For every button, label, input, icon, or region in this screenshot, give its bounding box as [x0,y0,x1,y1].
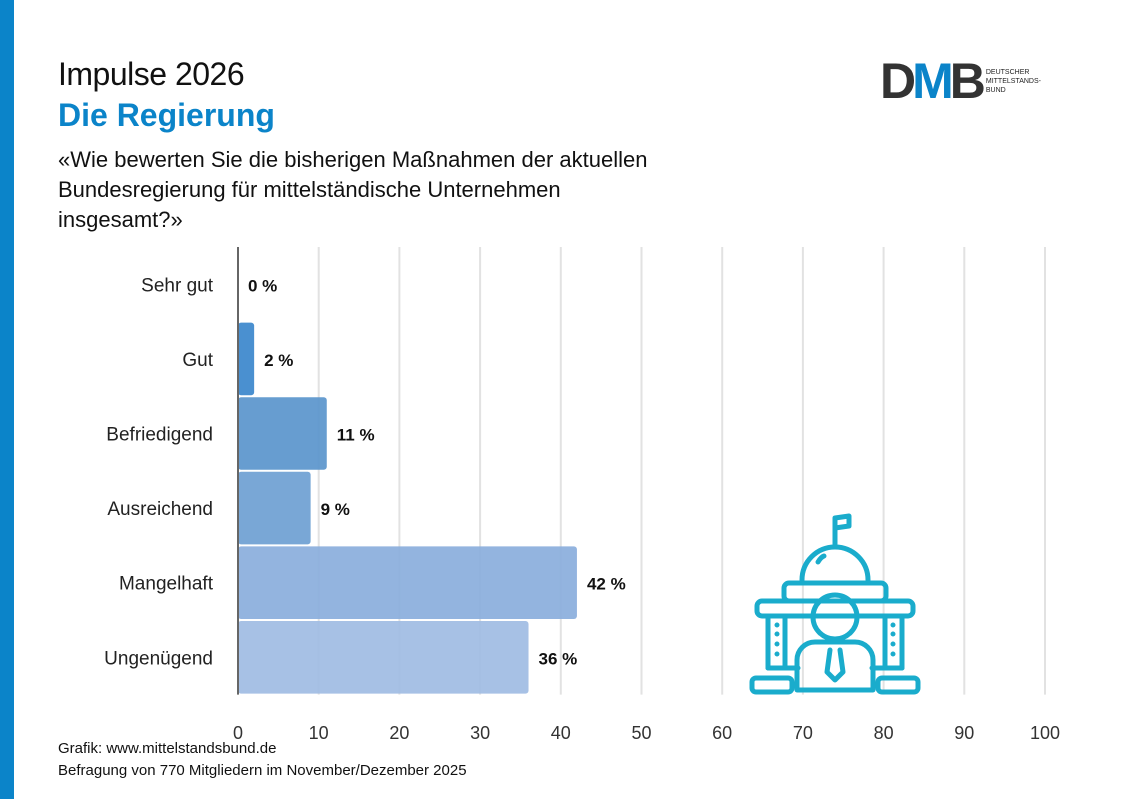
bar [238,471,311,545]
bar [238,397,327,470]
data-label: 42 % [587,575,626,594]
page-title: Impulse 2026 [58,56,245,92]
x-tick-label: 70 [793,723,813,743]
x-tick-label: 50 [631,723,651,743]
bar [238,322,255,396]
data-label: 0 % [248,276,277,295]
x-tick-label: 80 [874,723,894,743]
x-tick-label: 20 [389,723,409,743]
category-label: Befriedigend [106,425,213,446]
accent-sidebar [0,0,14,799]
x-tick-label: 0 [233,723,243,743]
data-label: 36 % [539,649,578,668]
data-label: 2 % [264,351,293,370]
category-label: Gut [182,350,213,371]
category-label: Ungenügend [104,648,213,669]
dmb-logo: DMB DEUTSCHER MITTELSTANDS- BUND [880,53,1041,109]
source-note: Grafik: www.mittelstandsbund.de [58,740,277,757]
data-label: 9 % [321,500,350,519]
bar [238,621,529,694]
data-label: 11 % [337,426,375,445]
category-label: Ausreichend [107,499,213,520]
x-tick-label: 10 [309,723,329,743]
bar [238,546,577,619]
x-tick-label: 40 [551,723,571,743]
x-tick-label: 100 [1030,723,1060,743]
x-tick-label: 90 [954,723,974,743]
category-label: Sehr gut [141,275,214,296]
sample-note: Befragung von 770 Mitgliedern im Novembe… [58,762,467,779]
survey-question: «Wie bewerten Sie die bisherigen Maßnahm… [58,147,648,232]
x-tick-label: 30 [470,723,490,743]
x-tick-label: 60 [712,723,732,743]
category-label: Mangelhaft [119,574,214,595]
page-subtitle: Die Regierung [58,97,275,133]
